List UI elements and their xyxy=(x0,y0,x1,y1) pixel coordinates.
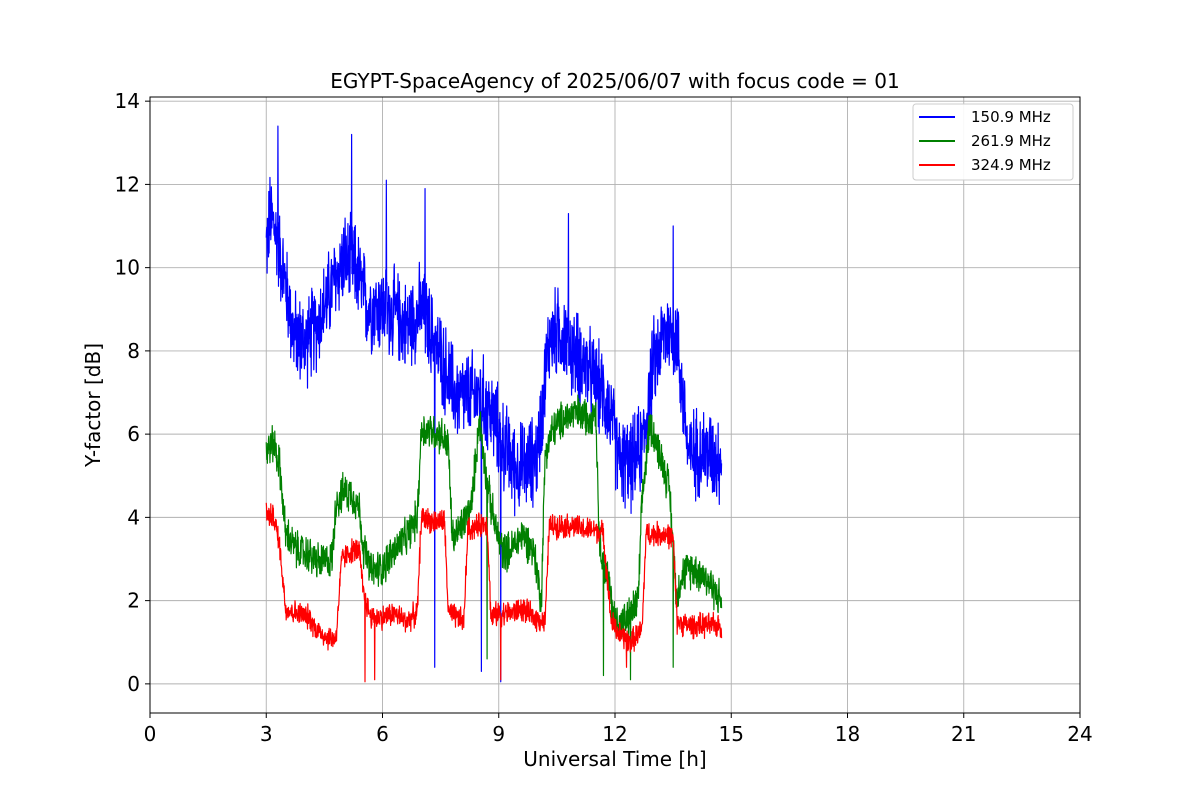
y-tick-label: 6 xyxy=(127,422,140,446)
y-tick-label: 8 xyxy=(127,339,140,363)
legend-box xyxy=(912,103,1074,181)
x-tick-label: 18 xyxy=(835,722,860,746)
legend-label: 150.9 MHz xyxy=(971,108,1051,126)
chart-title: EGYPT-SpaceAgency of 2025/06/07 with foc… xyxy=(330,69,899,93)
series-line-2 xyxy=(265,502,723,683)
x-tick-label: 6 xyxy=(376,722,389,746)
y-tick-label: 2 xyxy=(127,589,140,613)
y-tick-label: 4 xyxy=(127,505,140,529)
series-line-0 xyxy=(265,125,723,683)
legend-label: 324.9 MHz xyxy=(971,156,1051,174)
y-tick-label: 10 xyxy=(115,256,140,280)
x-tick-label: 24 xyxy=(1067,722,1092,746)
x-tick-label: 9 xyxy=(492,722,505,746)
x-tick-label: 12 xyxy=(602,722,627,746)
plot-lines xyxy=(265,125,723,683)
x-tick-label: 0 xyxy=(144,722,157,746)
y-tick-label: 0 xyxy=(127,672,140,696)
legend-label: 261.9 MHz xyxy=(971,132,1051,150)
x-tick-label: 15 xyxy=(719,722,744,746)
y-tick-label: 14 xyxy=(115,89,140,113)
y-tick-label: 12 xyxy=(115,172,140,196)
x-axis-label: Universal Time [h] xyxy=(523,747,706,771)
x-tick-label: 21 xyxy=(951,722,976,746)
y-axis-label: Y-factor [dB] xyxy=(81,343,105,468)
legend: 150.9 MHz 261.9 MHz 324.9 MHz xyxy=(912,103,1074,181)
x-tick-label: 3 xyxy=(260,722,273,746)
series-line-1 xyxy=(265,394,723,681)
